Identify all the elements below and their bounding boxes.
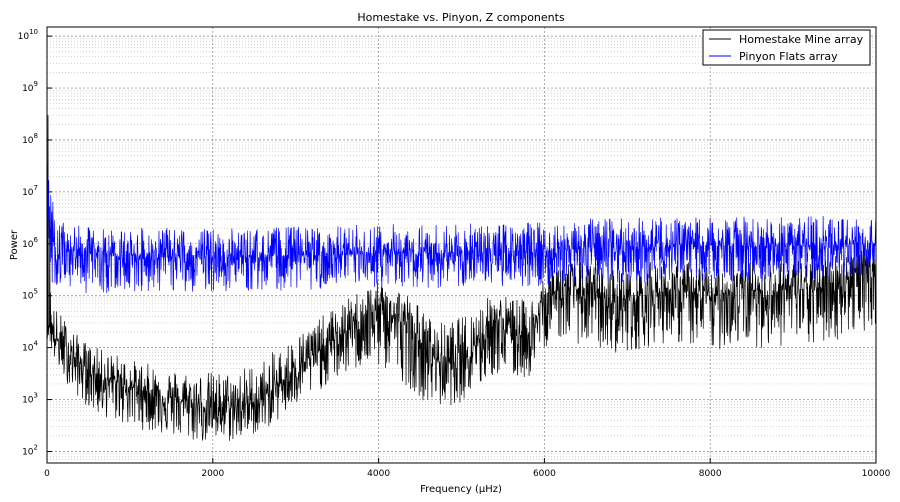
series-line-0 [46,114,877,441]
legend-label-homestake: Homestake Mine array [739,33,864,46]
x-tick-label: 6000 [533,469,556,479]
y-tick-label: 103 [22,392,38,406]
series-line-1 [46,164,877,294]
plot-area [46,114,877,441]
legend-box [702,29,871,66]
x-tick-label: 0 [44,469,50,479]
x-tick-label: 10000 [862,469,891,479]
x-axis: 0 2000 4000 6000 8000 10000 [44,458,891,479]
y-tick-label: 104 [22,340,38,354]
x-axis-label: Frequency (μHz) [420,484,502,495]
legend-label-pinyon: Pinyon Flats array [739,50,838,63]
y-axis-label: Power [9,229,20,260]
y-tick-label: 105 [22,288,38,302]
x-tick-label: 4000 [367,469,390,479]
x-tick-label: 8000 [699,469,722,479]
y-tick-label: 1010 [18,28,38,42]
y-tick-label: 107 [22,184,38,198]
y-tick-label: 102 [22,443,38,457]
y-tick-label: 108 [22,132,38,146]
y-tick-label: 109 [22,80,38,94]
x-tick-label: 2000 [201,469,224,479]
legend: Homestake Mine array Pinyon Flats array [702,29,871,66]
y-axis: 102 103 104 105 106 107 108 109 1010 [18,28,52,457]
chart-title: Homestake vs. Pinyon, Z components [357,11,565,24]
plot-frame [46,26,877,464]
y-tick-label: 106 [22,236,38,250]
